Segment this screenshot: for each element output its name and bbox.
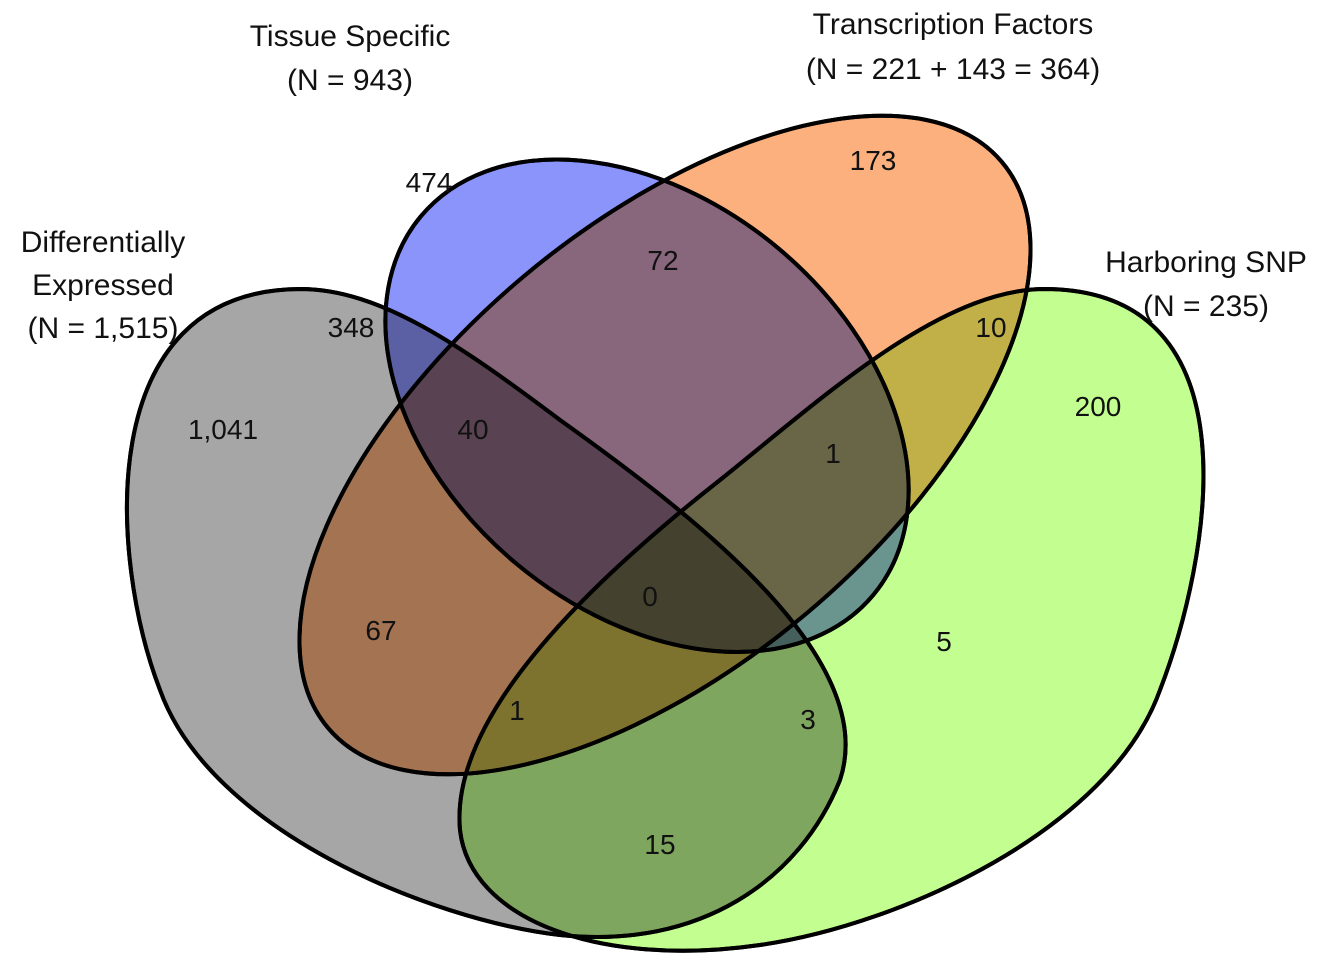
set-titles: Differentially Expressed (N = 1,515) Tis…: [21, 8, 1307, 345]
region-count-ts-tf-snp: 1: [825, 438, 841, 469]
region-count-tf-snp: 10: [975, 312, 1006, 343]
region-count-de-snp: 15: [644, 829, 675, 860]
set-count-ts: (N = 943): [287, 64, 413, 97]
set-shapes: [124, 113, 1206, 953]
set-title-ts: Tissue Specific: [250, 20, 451, 53]
set-count-de: (N = 1,515): [28, 312, 179, 345]
region-count-de-ts: 348: [328, 312, 375, 343]
region-count-ts-snp: 5: [936, 626, 952, 657]
set-outlines: [124, 113, 1206, 953]
set-title-tf: Transcription Factors: [813, 8, 1094, 41]
region-count-de-only: 1,041: [188, 414, 258, 445]
set-count-tf: (N = 221 + 143 = 364): [806, 53, 1100, 86]
set-title-de: Differentially: [21, 226, 186, 259]
region-count-ts-tf: 72: [647, 245, 678, 276]
region-count-all: 0: [642, 581, 658, 612]
region-count-de-tf-snp: 1: [509, 695, 525, 726]
region-count-de-ts-snp: 3: [800, 704, 816, 735]
region-count-ts-only: 474: [406, 167, 453, 198]
set-title-snp: Harboring SNP: [1105, 246, 1307, 279]
set-count-snp: (N = 235): [1143, 290, 1269, 323]
region-count-de-ts-tf: 40: [457, 414, 488, 445]
region-count-tf-only: 173: [850, 145, 897, 176]
region-counts: 1,041 474 173 200 348 72 10 40 1 0 67 1 …: [188, 145, 1121, 860]
region-count-snp-only: 200: [1075, 391, 1122, 422]
set-title-de-line2: Expressed: [32, 269, 174, 302]
region-count-de-tf: 67: [365, 615, 396, 646]
